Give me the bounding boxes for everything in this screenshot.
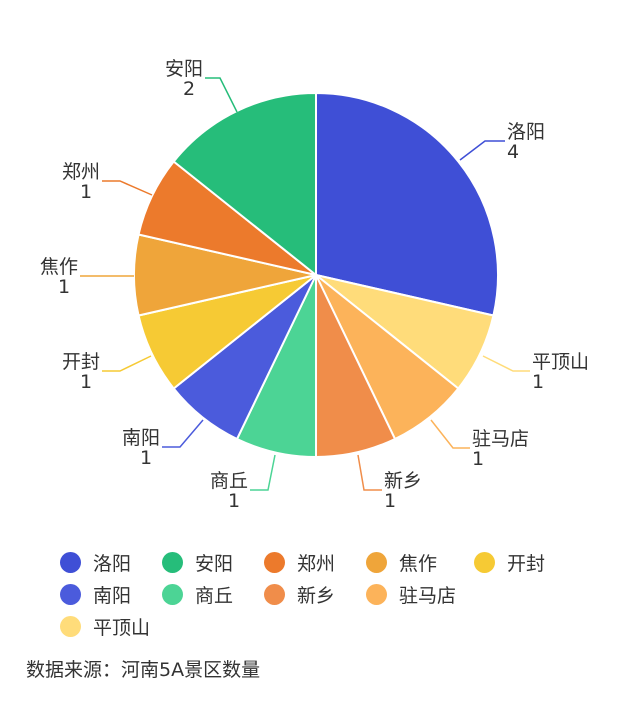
pie-slice-洛阳[interactable] bbox=[315, 91, 499, 317]
slice-label-name: 洛阳 bbox=[507, 121, 545, 143]
slice-label-name: 开封 bbox=[62, 351, 100, 373]
slice-label-value: 1 bbox=[80, 371, 92, 393]
legend-label: 洛阳 bbox=[93, 552, 132, 575]
slice-label-value: 1 bbox=[472, 448, 484, 470]
legend-label: 安阳 bbox=[195, 552, 234, 575]
leader-line bbox=[102, 355, 152, 372]
data-source-note: 数据来源：河南5A景区数量 bbox=[26, 659, 261, 681]
leader-line bbox=[357, 454, 382, 491]
slice-label-name: 南阳 bbox=[122, 427, 160, 449]
pie-slices bbox=[132, 91, 499, 459]
slice-label-value: 1 bbox=[140, 447, 152, 469]
legend-label: 新乡 bbox=[297, 584, 336, 607]
legend-label: 平顶山 bbox=[93, 616, 151, 639]
slice-label-value: 1 bbox=[228, 490, 240, 512]
slice-label-name: 焦作 bbox=[40, 256, 78, 278]
legend: 洛阳 安阳 郑州 焦作 开封 南阳 商丘 新乡 bbox=[60, 546, 620, 642]
legend-row-3: 平顶山 bbox=[60, 610, 620, 642]
slice-label-name: 驻马店 bbox=[472, 428, 529, 450]
legend-label: 驻马店 bbox=[399, 584, 457, 607]
leader-line bbox=[482, 355, 530, 372]
leader-line bbox=[205, 77, 238, 113]
leader-line bbox=[250, 454, 276, 491]
legend-dot-icon bbox=[60, 583, 81, 605]
slice-label-value: 1 bbox=[384, 490, 396, 512]
slice-label-value: 1 bbox=[58, 276, 70, 298]
slice-label-name: 新乡 bbox=[384, 470, 422, 492]
legend-label: 开封 bbox=[507, 552, 546, 575]
slice-label-name: 安阳 bbox=[165, 58, 203, 80]
legend-dot-icon bbox=[60, 551, 81, 573]
slice-label-name: 商丘 bbox=[210, 470, 248, 492]
legend-dot-icon bbox=[60, 615, 81, 637]
legend-item-luoyang[interactable]: 洛阳 bbox=[60, 549, 162, 576]
leader-line bbox=[162, 419, 204, 448]
legend-dot-icon bbox=[366, 583, 387, 605]
legend-dot-icon bbox=[162, 583, 183, 605]
legend-dot-icon bbox=[264, 583, 285, 605]
leader-line bbox=[102, 180, 153, 196]
label-leader-lines bbox=[80, 77, 530, 491]
legend-row-2: 南阳 商丘 新乡 驻马店 bbox=[60, 578, 620, 610]
legend-item-kaifeng[interactable]: 开封 bbox=[474, 549, 576, 576]
slice-label-value: 1 bbox=[532, 371, 544, 393]
legend-dot-icon bbox=[162, 551, 183, 573]
slice-label-name: 平顶山 bbox=[532, 351, 589, 373]
legend-item-anyang[interactable]: 安阳 bbox=[162, 549, 264, 576]
legend-item-zhumadian[interactable]: 驻马店 bbox=[366, 581, 474, 608]
leader-line bbox=[430, 419, 470, 449]
legend-row-1: 洛阳 安阳 郑州 焦作 开封 bbox=[60, 546, 620, 578]
legend-item-zhengzhou[interactable]: 郑州 bbox=[264, 549, 366, 576]
legend-label: 商丘 bbox=[195, 584, 234, 607]
legend-label: 郑州 bbox=[297, 552, 336, 575]
slice-label-value: 1 bbox=[80, 181, 92, 203]
legend-label: 焦作 bbox=[399, 552, 438, 575]
leader-line bbox=[459, 140, 505, 161]
legend-dot-icon bbox=[474, 551, 495, 573]
slice-label-value: 4 bbox=[507, 141, 519, 163]
legend-dot-icon bbox=[264, 551, 285, 573]
legend-item-shangqiu[interactable]: 商丘 bbox=[162, 581, 264, 608]
legend-item-nanyang[interactable]: 南阳 bbox=[60, 581, 162, 608]
legend-item-jiaozuo[interactable]: 焦作 bbox=[366, 549, 474, 576]
legend-item-pingdingshan[interactable]: 平顶山 bbox=[60, 613, 162, 640]
slice-label-value: 2 bbox=[183, 78, 195, 100]
slice-label-name: 郑州 bbox=[62, 161, 100, 183]
legend-dot-icon bbox=[366, 551, 387, 573]
legend-label: 南阳 bbox=[93, 584, 132, 607]
legend-item-xinxiang[interactable]: 新乡 bbox=[264, 581, 366, 608]
